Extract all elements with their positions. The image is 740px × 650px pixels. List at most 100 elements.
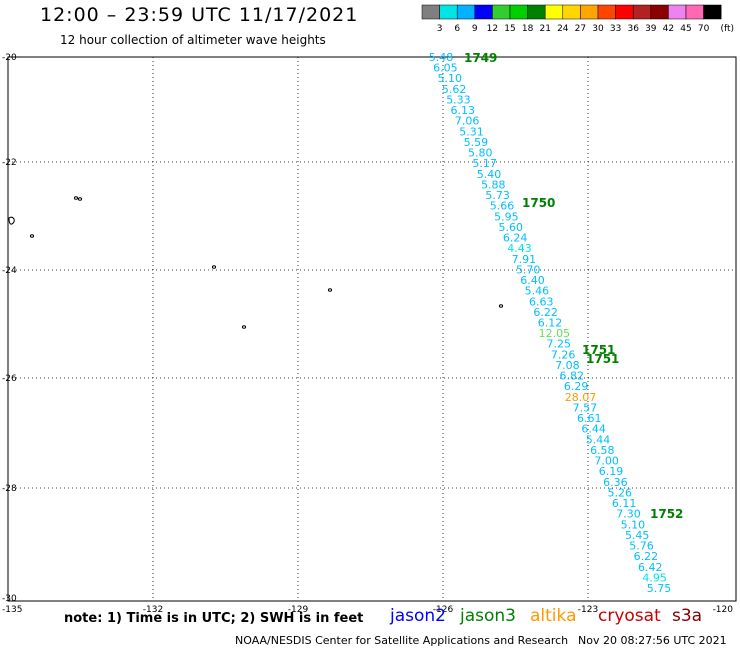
legend-tick-label: 15 (504, 24, 515, 34)
swh-value: 5.45 (625, 529, 650, 542)
satellite-label-jason2: jason2 (390, 606, 446, 626)
legend-tick-label: 12 (487, 24, 498, 34)
legend-swatch (632, 4, 652, 20)
legend-swatch (509, 4, 528, 20)
legend-swatch (439, 4, 458, 20)
lon-label: -123 (578, 605, 598, 615)
legend-unit: (ft) (720, 24, 734, 34)
legend-tick-label: 70 (698, 24, 710, 34)
legend-tick-label: 9 (472, 24, 478, 34)
legend-swatch (580, 4, 599, 20)
swh-value: 5.48 (429, 51, 454, 64)
legend-swatch (685, 4, 704, 20)
axis-labels: -20 -22 -24 -26 -28 -30-135 -132 -129 -126 -123 -1… (2, 53, 733, 615)
swh-value: 6.19 (599, 465, 624, 478)
track-time-label: 1751 (582, 343, 615, 357)
lat-label: -22 (2, 158, 17, 168)
swh-value: 7.08 (555, 359, 580, 372)
legend-tick-label: 30 (592, 24, 604, 34)
swh-value: 5.88 (481, 178, 506, 191)
legend-tick-label: 36 (627, 24, 639, 34)
legend-swatch (562, 4, 581, 20)
legend-swatch (668, 4, 687, 20)
swh-value: 5.70 (516, 263, 541, 276)
legend-swatch (421, 4, 440, 20)
swh-value: 5.44 (586, 433, 611, 446)
satellite-label-s3a: s3a (672, 606, 703, 626)
track-time-label: 1751 (586, 352, 619, 366)
island-outline (73, 196, 79, 200)
swh-value: 7.06 (455, 115, 480, 128)
swh-value: 5.17 (472, 157, 497, 170)
generation-timestamp: Nov 20 08:27:56 UTC 2021 (578, 634, 727, 647)
swh-value: 6.12 (538, 317, 563, 330)
swh-value: 5.10 (437, 72, 462, 85)
swh-value: 6.11 (612, 497, 637, 510)
island-outline (498, 304, 504, 308)
swh-value: 5.60 (499, 221, 524, 234)
islands (8, 196, 504, 329)
swh-value: 7.91 (512, 253, 537, 266)
island-outline (8, 216, 15, 225)
legend-swatch (597, 4, 616, 20)
lon-label: -129 (288, 605, 309, 615)
swh-value: 5.62 (442, 83, 467, 96)
swh-value: 5.10 (621, 518, 646, 531)
swh-value: 6.42 (638, 561, 663, 574)
legend-swatch (544, 4, 564, 20)
legend-swatch (474, 4, 493, 20)
island-outline (77, 197, 83, 201)
legend-tick-label: 39 (645, 24, 657, 34)
swh-value: 4.95 (642, 571, 667, 584)
swh-value: 7.00 (594, 455, 619, 468)
map-title: 12:00 – 23:59 UTC 11/17/2021 (40, 4, 359, 26)
lat-label: -26 (2, 374, 17, 384)
swh-value: 6.36 (603, 476, 628, 489)
swh-value: 5.46 (525, 285, 550, 298)
swh-value: 6.44 (581, 423, 606, 436)
island-outline (29, 234, 35, 238)
altimeter-track: 5.486.055.105.625.336.137.065.315.595.80… (429, 51, 672, 595)
footer-note: note: 1) Time is in UTC; 2) SWH is in fe… (64, 611, 364, 626)
swh-value: 7.30 (616, 508, 641, 521)
lon-label: -120 (713, 605, 734, 615)
swh-value: 5.59 (464, 136, 489, 149)
map-subtitle: 12 hour collection of altimeter wave hei… (60, 33, 326, 47)
swh-value: 5.66 (490, 200, 515, 213)
lon-label: -132 (143, 605, 163, 615)
swh-value: 6.22 (533, 306, 558, 319)
track-time-label: 1750 (522, 196, 555, 210)
satellite-label-altika: altika (530, 606, 577, 626)
lat-lon-grid (8, 57, 736, 601)
credit-text: NOAA/NESDIS Center for Satellite Applica… (235, 634, 569, 647)
swh-value: 5.95 (494, 210, 519, 223)
satellite-label-cryosat: cryosat (598, 606, 661, 626)
swh-value: 7.26 (551, 348, 576, 361)
legend-tick-label: 42 (663, 24, 674, 34)
swh-value: 5.80 (468, 147, 493, 160)
plot-frame (7, 56, 737, 602)
swh-value: 6.05 (433, 62, 458, 75)
swh-value: 6.63 (529, 295, 554, 308)
swh-value: 5.76 (629, 540, 654, 553)
swh-value: 6.22 (634, 550, 659, 563)
swh-value: 6.61 (577, 412, 602, 425)
legend-swatch (650, 4, 669, 20)
legend-swatch (703, 4, 722, 20)
swh-value: 6.58 (590, 444, 615, 457)
track-time-label: 1749 (464, 51, 497, 65)
legend-swatch (492, 4, 511, 20)
swh-value: 5.73 (485, 189, 510, 202)
swh-value: 5.40 (477, 168, 502, 181)
swh-value: 5.75 (647, 582, 672, 595)
legend-swatch (456, 4, 476, 20)
legend-tick-label: 21 (539, 24, 550, 34)
swh-value: 28.07 (565, 391, 597, 404)
swh-value: 12.05 (539, 327, 571, 340)
swh-value: 7.25 (546, 338, 571, 351)
island-outline (241, 325, 247, 329)
swh-value: 6.82 (560, 370, 585, 383)
island-outline (211, 265, 217, 269)
